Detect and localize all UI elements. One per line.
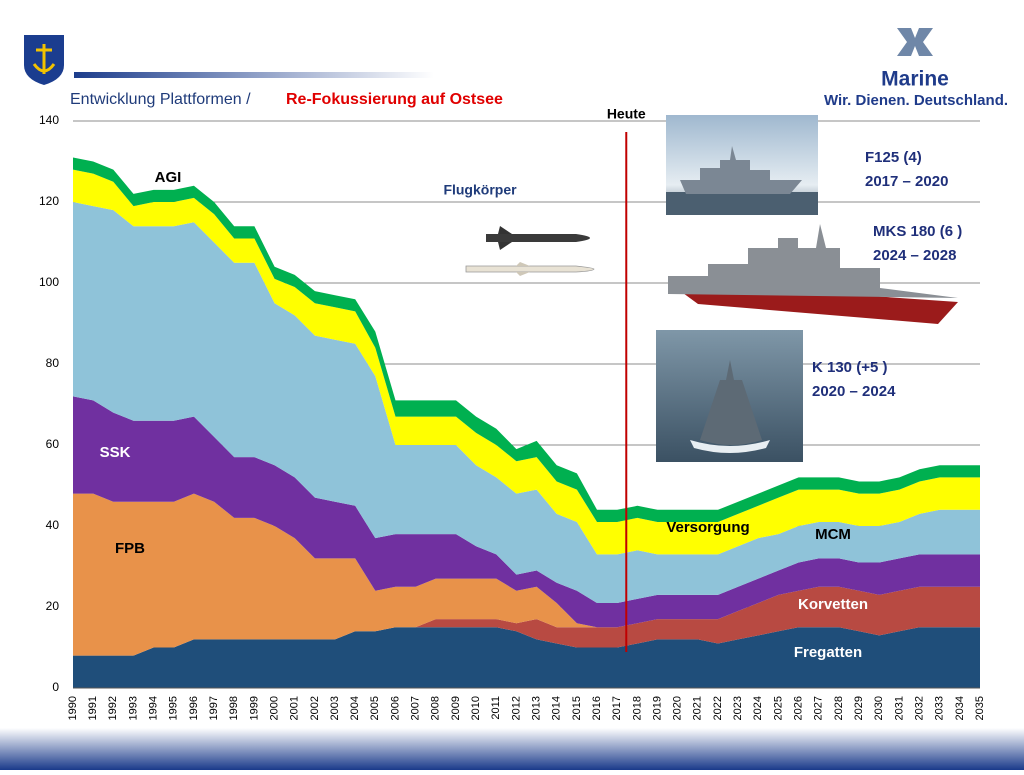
x-tick-label: 1995: [168, 696, 180, 720]
series-label: FPB: [115, 540, 145, 557]
area-series: [73, 627, 980, 688]
series-label: AGI: [155, 169, 182, 186]
ship-name: K 130 (+5 ): [812, 359, 887, 376]
area-series: [73, 586, 980, 656]
x-tick-label: 2027: [813, 696, 825, 720]
slogan: Wir. Dienen. Deutschland.: [824, 92, 1008, 109]
eagle-cross: [897, 28, 933, 56]
x-tick-label: 1994: [148, 696, 160, 720]
x-tick-label: 2034: [954, 696, 966, 720]
missile-images: [465, 226, 595, 276]
header-rule: [74, 72, 434, 78]
x-tick-label: 2012: [510, 696, 522, 720]
x-tick-label: 2018: [631, 696, 643, 720]
brand: Marine: [881, 68, 949, 91]
y-tick-label: 60: [46, 437, 60, 451]
x-tick-label: 2015: [571, 696, 583, 720]
area-series: [73, 396, 980, 628]
ship-years: 2017 – 2020: [865, 173, 948, 190]
y-tick-label: 100: [39, 275, 59, 289]
y-tick-label: 120: [39, 194, 59, 208]
x-tick-label: 1991: [87, 696, 99, 720]
x-tick-label: 2026: [793, 696, 805, 720]
x-tick-label: 2010: [470, 696, 482, 720]
series-label: Fregatten: [794, 644, 862, 661]
x-tick-label: 2006: [389, 696, 401, 720]
ship-name: MKS 180 (6 ): [873, 223, 962, 240]
ship-image: [666, 115, 818, 215]
x-tick-label: 2033: [934, 696, 946, 720]
x-tick-label: 2021: [692, 696, 704, 720]
x-tick-label: 2024: [752, 696, 764, 720]
y-tick-label: 140: [39, 113, 59, 127]
x-tick-label: 2030: [873, 696, 885, 720]
x-tick-label: 1990: [67, 696, 79, 720]
x-tick-label: 1998: [228, 696, 240, 720]
x-tick-label: 2016: [591, 696, 603, 720]
x-tick-label: 2020: [672, 696, 684, 720]
ship-years: 2024 – 2028: [873, 247, 956, 264]
x-tick-label: 2009: [450, 696, 462, 720]
y-tick-label: 0: [52, 680, 59, 694]
series-label: SSK: [100, 444, 131, 461]
x-tick-label: 2035: [974, 696, 986, 720]
x-tick-label: 1997: [208, 696, 220, 720]
x-tick-label: 2005: [369, 696, 381, 720]
title-highlight: Re-Fokussierung auf Ostsee: [286, 91, 503, 108]
x-tick-label: 2019: [651, 696, 663, 720]
x-tick-label: 2017: [611, 696, 623, 720]
y-tick-label: 20: [46, 599, 60, 613]
ship-name: F125 (4): [865, 149, 922, 166]
ship-image: [668, 224, 958, 324]
ship-years: 2020 – 2024: [812, 383, 896, 400]
annotation: Flugkörper: [443, 182, 517, 198]
y-tick-label: 80: [46, 356, 60, 370]
area-series: [73, 169, 980, 555]
x-tick-label: 2004: [349, 696, 361, 720]
title: Entwicklung Plattformen /: [70, 91, 251, 108]
x-tick-label: 2025: [772, 696, 784, 720]
x-tick-label: 2023: [732, 696, 744, 720]
series-label: Versorgung: [666, 519, 749, 536]
area-series: [73, 202, 980, 603]
ship-image: [656, 330, 803, 462]
x-tick-label: 2029: [853, 696, 865, 720]
x-tick-label: 2014: [551, 696, 563, 720]
x-tick-label: 2022: [712, 696, 724, 720]
x-tick-label: 2007: [410, 696, 422, 720]
chart: 0 20 40 60 80 100 120 140 1990 1991 1992 1993 1994 19…: [39, 106, 986, 721]
x-tick-label: 2011: [490, 696, 502, 720]
x-tick-label: 1999: [248, 696, 260, 720]
y-tick-label: 40: [46, 518, 60, 532]
x-tick-label: 2000: [268, 696, 280, 720]
footer-band: [0, 728, 1024, 770]
series-label: Korvetten: [798, 596, 868, 613]
x-tick-label: 2028: [833, 696, 845, 720]
x-tick-label: 2008: [430, 696, 442, 720]
x-tick-label: 2013: [530, 696, 542, 720]
area-series: [73, 493, 980, 656]
x-tick-label: 2031: [893, 696, 905, 720]
x-tick-label: 1992: [107, 696, 119, 720]
navy-emblem: [24, 35, 64, 85]
series-label: MCM: [815, 526, 851, 543]
x-tick-label: 2002: [309, 696, 321, 720]
x-tick-label: 1996: [188, 696, 200, 720]
x-tick-label: 2003: [329, 696, 341, 720]
x-tick-label: 1993: [127, 696, 139, 720]
x-tick-label: 2032: [913, 696, 925, 720]
x-tick-label: 2001: [289, 696, 301, 720]
today-label: Heute: [607, 106, 646, 122]
area-series: [73, 157, 980, 522]
